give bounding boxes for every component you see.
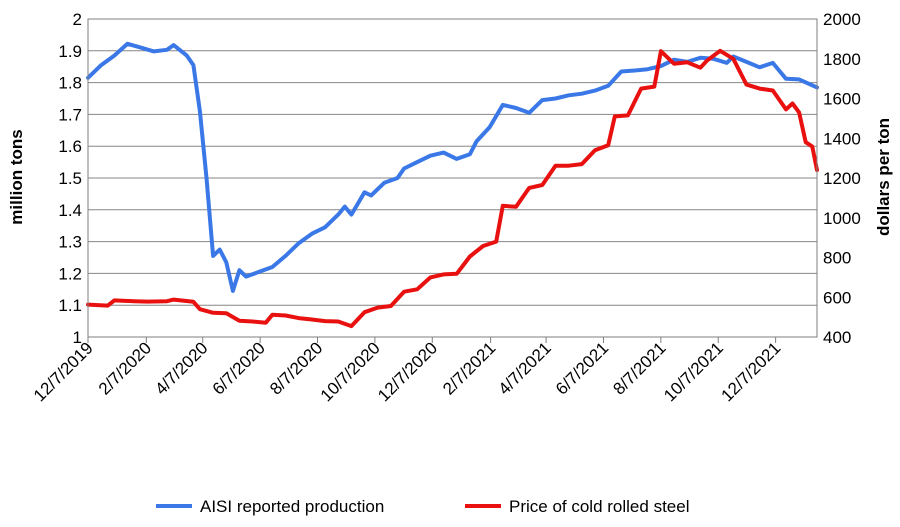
right-axis-title: dollars per ton [874,118,893,236]
legend-label-production: AISI reported production [200,497,384,516]
gridlines [88,18,817,338]
y-tick-label: 2 [73,10,82,29]
right-axis-ticks: 400 600 800 1000 1200 1400 1600 1800 2000 [823,10,861,347]
y-tick-label: 1.2 [58,264,82,283]
left-axis-ticks: 1 1.1 1.2 1.3 1.4 1.5 1.6 1.7 1.8 1.9 2 [58,10,82,347]
y2-tick-label: 1600 [823,90,861,109]
y-tick-label: 1.4 [58,201,82,220]
y2-tick-label: 1400 [823,129,861,148]
x-axis-ticks: 12/7/20192/7/20204/7/20206/7/20208/7/202… [30,337,785,405]
x-tick-label: 6/7/2020 [209,338,269,398]
y-tick-label: 1.3 [58,233,82,252]
x-tick-label: 12/7/2020 [374,338,441,405]
x-tick-label: 10/7/2021 [660,338,727,405]
series-line-production [86,41,819,293]
y-tick-label: 1.7 [58,105,82,124]
y-tick-label: 1 [73,328,82,347]
y2-tick-label: 1800 [823,50,861,69]
left-axis-title: million tons [7,129,26,224]
x-tick-label: 12/7/2019 [30,338,97,405]
legend-label-price: Price of cold rolled steel [509,497,689,516]
x-tick-label: 8/7/2021 [609,338,669,398]
series-lines [86,41,819,329]
x-tick-label: 4/7/2021 [495,338,555,398]
y-tick-label: 1.5 [58,169,82,188]
y-tick-label: 1.9 [58,42,82,61]
y-tick-label: 1.8 [58,74,82,93]
x-tick-label: 12/7/2021 [718,338,785,405]
x-tick-label: 8/7/2020 [266,338,326,398]
y-tick-label: 1.1 [58,296,82,315]
y-tick-label: 1.6 [58,137,82,156]
x-tick-label: 4/7/2020 [151,338,211,398]
y2-tick-label: 800 [823,249,851,268]
legend: AISI reported production Price of cold r… [156,497,689,516]
y2-tick-label: 1000 [823,209,861,228]
x-tick-label: 6/7/2021 [552,338,612,398]
y2-tick-label: 400 [823,328,851,347]
x-tick-label: 10/7/2020 [317,338,384,405]
series-line-price [86,48,819,329]
y2-tick-label: 2000 [823,10,861,29]
plot-frame [87,18,818,338]
y2-tick-label: 1200 [823,169,861,188]
x-tick-label: 2/7/2020 [95,338,155,398]
x-tick-label: 2/7/2021 [439,338,499,398]
y2-tick-label: 600 [823,288,851,307]
